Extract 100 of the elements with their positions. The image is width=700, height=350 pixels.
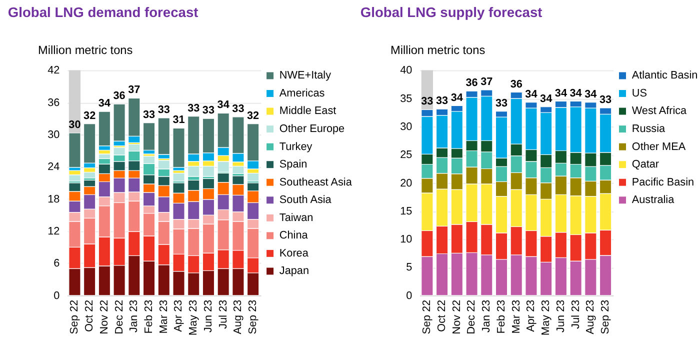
legend-label: China [279, 230, 309, 242]
legend-label: Russia [632, 122, 666, 135]
y-tick-label: 36 [48, 96, 60, 109]
y-tick-label: 0 [406, 290, 412, 302]
x-tick-label: Aug 23 [232, 300, 244, 334]
y-axis-title: Million metric tons [390, 42, 486, 57]
y-tick-label: 6 [54, 258, 60, 270]
total-label: 33 [599, 94, 612, 106]
y-tick-label: 5 [406, 262, 412, 274]
total-label: 32 [84, 110, 96, 122]
legend-label: Atlantic Basin [632, 70, 698, 82]
total-label: 34 [217, 99, 230, 112]
bar [158, 118, 170, 155]
total-label: 33 [142, 108, 156, 121]
x-tick-label: Aug 23 [584, 300, 597, 334]
chart-title: Global LNG supply forecast [360, 4, 543, 20]
y-tick-label: 12 [48, 226, 60, 238]
legend-label: Australia [632, 194, 676, 206]
x-tick-label: Jun 23 [554, 300, 567, 332]
x-tick-label: Dec 22 [466, 300, 478, 334]
legend-label: Americas [279, 87, 326, 100]
legend-label: Other Europe [279, 122, 345, 135]
bar [98, 111, 111, 146]
legend-label: Other MEA [632, 140, 686, 153]
total-label: 32 [247, 110, 260, 122]
y-tick-label: 40 [400, 64, 412, 77]
y-tick-label: 15 [400, 205, 412, 218]
total-label: 34 [540, 92, 552, 105]
bar [172, 128, 185, 168]
x-tick-label: May 23 [540, 300, 552, 336]
total-label: 33 [158, 104, 170, 116]
total-label: 34 [584, 88, 597, 100]
legend-label: NWE+Italy [279, 70, 332, 82]
y-tick-label: 42 [48, 64, 60, 77]
total-label: 33 [495, 97, 508, 110]
y-tick-label: 10 [400, 234, 412, 246]
legend-label: Southeast Asia [279, 176, 353, 188]
x-tick-label: Sep 23 [247, 300, 260, 334]
y-tick-label: 18 [48, 193, 60, 206]
x-tick-label: Sep 23 [600, 300, 612, 334]
bar [232, 166, 244, 174]
x-tick-label: Apr 23 [172, 300, 185, 332]
bar [83, 172, 96, 178]
y-tick-label: 20 [400, 177, 412, 190]
x-tick-label: Jan 23 [128, 300, 140, 332]
x-tick-label: Jan 23 [480, 300, 493, 332]
y-tick-label: 30 [48, 129, 60, 142]
total-label: 31 [172, 114, 185, 126]
total-label: 33 [421, 96, 434, 108]
total-label: 34 [98, 98, 110, 110]
total-label: 33 [188, 102, 200, 114]
x-tick-label: Jun 23 [202, 300, 214, 332]
x-tick-label: Dec 22 [113, 300, 126, 334]
bar [142, 122, 156, 150]
total-label: 37 [480, 76, 493, 88]
x-tick-label: Jul 23 [217, 300, 230, 329]
total-label: 33 [202, 104, 215, 117]
y-tick-label: 30 [400, 121, 412, 134]
total-label: 30 [68, 119, 81, 132]
legend-label: Qatar [632, 158, 660, 171]
total-label: 33 [436, 95, 448, 108]
y-tick-label: 24 [48, 161, 60, 174]
x-tick-label: Feb 23 [142, 300, 155, 334]
x-tick-label: Sep 22 [421, 300, 434, 334]
legend-label: Pacific Basin [632, 176, 694, 188]
x-tick-label: Mar 23 [510, 300, 522, 334]
legend-label: Turkey [279, 140, 313, 153]
legend-label: West Africa [632, 105, 688, 118]
legend-label: South Asia [279, 194, 332, 206]
x-tick-label: Feb 23 [495, 300, 508, 334]
chart-title: Global LNG demand forecast [8, 4, 199, 20]
x-tick-label: Oct 22 [84, 300, 96, 332]
legend-label: Korea [279, 247, 310, 260]
bar [188, 166, 200, 177]
x-tick-label: Oct 22 [436, 300, 448, 332]
total-label: 34 [525, 88, 538, 100]
legend-label: US [632, 87, 647, 100]
total-label: 34 [450, 92, 463, 104]
x-tick-label: Apr 23 [525, 300, 538, 332]
y-tick-label: 25 [400, 149, 412, 162]
total-label: 37 [128, 84, 140, 96]
x-tick-label: Nov 22 [98, 300, 110, 334]
x-tick-label: Jul 23 [570, 300, 582, 329]
total-label: 36 [113, 90, 126, 102]
total-label: 36 [510, 78, 522, 90]
total-label: 34 [554, 87, 567, 100]
legend-label: Spain [279, 158, 308, 171]
x-tick-label: Mar 23 [158, 300, 170, 334]
legend-label: Taiwan [279, 212, 314, 224]
x-tick-label: May 23 [188, 300, 200, 336]
y-tick-label: 35 [400, 92, 412, 105]
x-tick-label: Sep 22 [68, 300, 81, 334]
x-tick-label: Nov 22 [450, 300, 463, 334]
y-axis-title: Million metric tons [38, 42, 133, 57]
total-label: 34 [570, 87, 582, 100]
legend-label: Middle East [279, 105, 336, 118]
total-label: 33 [232, 102, 244, 115]
legend-label: Japan [279, 265, 309, 278]
total-label: 36 [466, 77, 478, 90]
y-tick-label: 0 [54, 290, 60, 302]
